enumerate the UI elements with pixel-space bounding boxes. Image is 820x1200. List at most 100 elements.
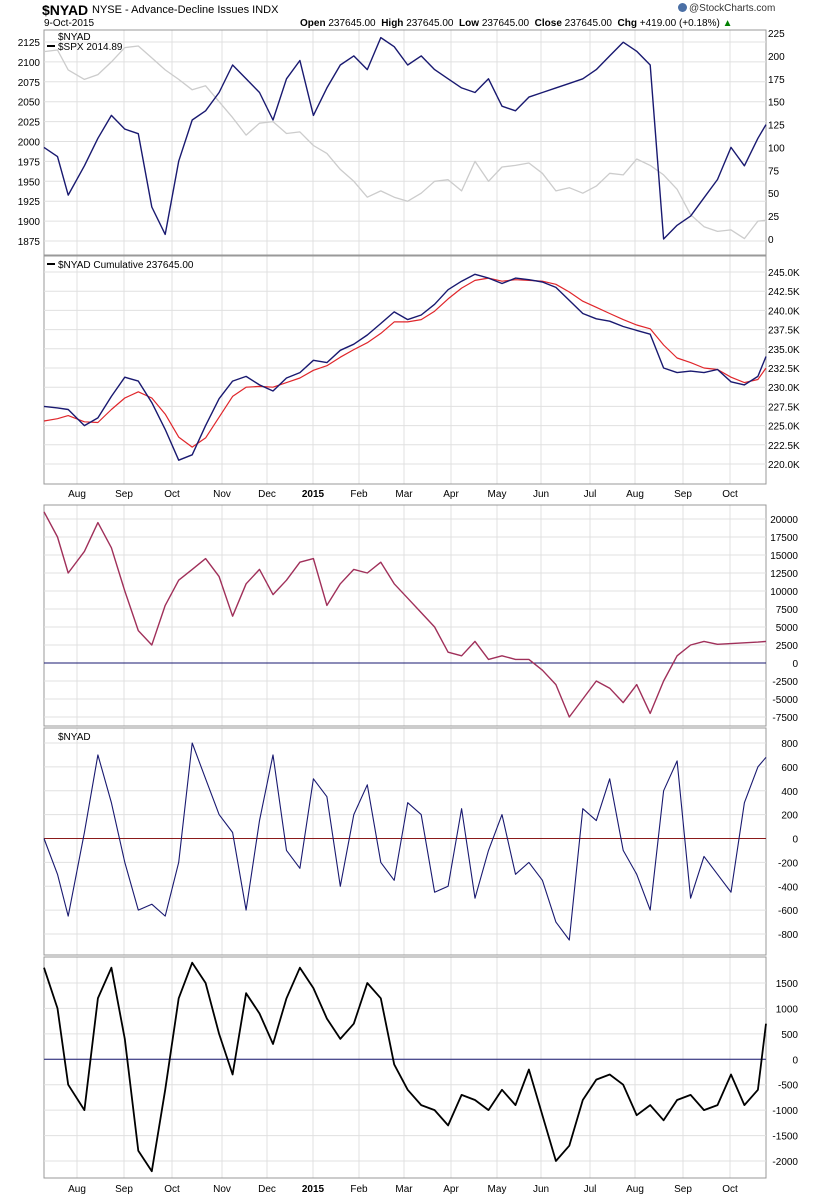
- cumulative-tick-label: 235.0K: [768, 345, 800, 356]
- oscillator-tick-label: 17500: [770, 533, 798, 544]
- cumulative-legend: $NYAD Cumulative 237645.00: [58, 260, 194, 271]
- daily-tick-label: -400: [778, 882, 798, 893]
- up-arrow-icon: ▲: [722, 18, 733, 29]
- smoothed-tick-label: -1000: [772, 1106, 798, 1117]
- cumulative-tick-label: 242.5K: [768, 287, 800, 298]
- price-left-tick-label: 1925: [18, 197, 41, 208]
- top-x-label: Mar: [395, 489, 413, 500]
- nyad-line: [43, 36, 767, 240]
- bottom-x-label: Oct: [164, 1184, 180, 1195]
- price-right-tick-label: 50: [768, 189, 780, 200]
- daily-legend: $NYAD: [58, 732, 91, 743]
- cumulative-tick-label: 225.0K: [768, 422, 800, 433]
- price-right-tick-label: 150: [768, 98, 785, 109]
- smoothed-panel-frame: [43, 956, 767, 1179]
- oscillator-tick-label: -5000: [772, 695, 798, 706]
- low-value: 237645.00: [481, 18, 530, 29]
- daily-tick-label: -200: [778, 858, 798, 869]
- bottom-x-label: Mar: [395, 1184, 413, 1195]
- price-left-tick-label: 2125: [18, 38, 41, 49]
- top-x-label: Oct: [164, 489, 180, 500]
- top-x-label: Aug: [626, 489, 644, 500]
- daily-tick-label: -800: [778, 930, 798, 941]
- chart-name: NYSE - Advance-Decline Issues INDX: [92, 4, 279, 16]
- bottom-x-label: Nov: [213, 1184, 231, 1195]
- price-left-tick-label: 2000: [18, 138, 41, 149]
- smoothed-line: [43, 961, 767, 1173]
- oscillator-tick-label: 10000: [770, 587, 798, 598]
- daily-tick-label: 800: [781, 739, 798, 750]
- open-label: Open: [300, 18, 326, 29]
- daily-panel-grid: [76, 728, 731, 955]
- price-left-tick-label: 1975: [18, 157, 41, 168]
- price-right-tick-label: 200: [768, 52, 785, 63]
- cumulative-tick-label: 240.0K: [768, 306, 800, 317]
- bottom-x-label: Oct: [722, 1184, 738, 1195]
- spx-line: [43, 45, 767, 240]
- bottom-x-label: Jun: [533, 1184, 549, 1195]
- open-value: 237645.00: [328, 18, 376, 29]
- daily-tick-label: 400: [781, 787, 798, 798]
- top-x-label: Sep: [674, 489, 692, 500]
- daily-tick-label: 200: [781, 811, 798, 822]
- daily-tick-label: 0: [792, 835, 798, 846]
- top-x-label: 2015: [302, 489, 325, 500]
- smoothed-tick-label: 1000: [776, 1004, 799, 1015]
- bottom-x-label: Sep: [674, 1184, 692, 1195]
- low-label: Low: [459, 18, 480, 29]
- price-right-tick-label: 125: [768, 121, 785, 132]
- cumulative-tick-label: 220.0K: [768, 460, 800, 471]
- price-panel-grid: [76, 30, 731, 255]
- top-x-label: Dec: [258, 489, 276, 500]
- cumulative-ma-line: [43, 277, 767, 448]
- top-x-label: Feb: [350, 489, 368, 500]
- price-left-tick-label: 1900: [18, 217, 41, 228]
- high-value: 237645.00: [406, 18, 454, 29]
- bottom-x-label: May: [488, 1184, 507, 1195]
- daily-tick-label: 600: [781, 763, 798, 774]
- oscillator-line: [43, 511, 767, 718]
- oscillator-tick-label: 15000: [770, 551, 798, 562]
- bottom-x-label: Jul: [584, 1184, 597, 1195]
- stockcharts-icon: [678, 3, 687, 12]
- smoothed-tick-label: -500: [778, 1081, 798, 1092]
- top-x-label: Aug: [68, 489, 86, 500]
- cumulative-tick-label: 230.0K: [768, 383, 800, 394]
- price-right-tick-label: 100: [768, 143, 785, 154]
- cumulative-line: [43, 273, 767, 461]
- oscillator-tick-label: 12500: [770, 569, 798, 580]
- daily-panel-frame: [43, 727, 767, 956]
- price-left-tick-label: 1950: [18, 177, 41, 188]
- smoothed-tick-label: -2000: [772, 1157, 798, 1168]
- cumulative-tick-label: 222.5K: [768, 441, 800, 452]
- bottom-x-label: Apr: [443, 1184, 459, 1195]
- chg-value: +419.00 (+0.18%): [639, 18, 720, 29]
- cumulative-tick-label: 245.0K: [768, 268, 800, 279]
- brand-text: @StockCharts.com: [689, 3, 776, 14]
- price-right-tick-label: 25: [768, 212, 780, 223]
- quote-bar: Open 237645.00 High 237645.00 Low 237645…: [300, 18, 733, 29]
- price-left-tick-label: 2025: [18, 118, 41, 129]
- bottom-x-label: Sep: [115, 1184, 133, 1195]
- top-x-label: Nov: [213, 489, 231, 500]
- price-legend-nyad: $NYAD: [58, 32, 91, 43]
- bottom-x-label: 2015: [302, 1184, 325, 1195]
- bottom-x-label: Feb: [350, 1184, 368, 1195]
- cumulative-tick-label: 227.5K: [768, 402, 800, 413]
- top-x-label: Oct: [722, 489, 738, 500]
- price-right-tick-label: 175: [768, 75, 785, 86]
- price-right-tick-label: 0: [768, 235, 774, 246]
- smoothed-tick-label: 1500: [776, 979, 799, 990]
- oscillator-tick-label: 2500: [776, 641, 799, 652]
- daily-tick-label: -600: [778, 906, 798, 917]
- top-x-label: Apr: [443, 489, 459, 500]
- top-x-label: Jul: [584, 489, 597, 500]
- price-legend-spx: $SPX 2014.89: [58, 42, 123, 53]
- top-x-label: May: [488, 489, 507, 500]
- smoothed-panel-grid: [76, 957, 731, 1178]
- price-left-tick-label: 1875: [18, 237, 41, 248]
- bottom-x-label: Aug: [68, 1184, 86, 1195]
- smoothed-tick-label: 500: [781, 1030, 798, 1041]
- top-x-label: Jun: [533, 489, 549, 500]
